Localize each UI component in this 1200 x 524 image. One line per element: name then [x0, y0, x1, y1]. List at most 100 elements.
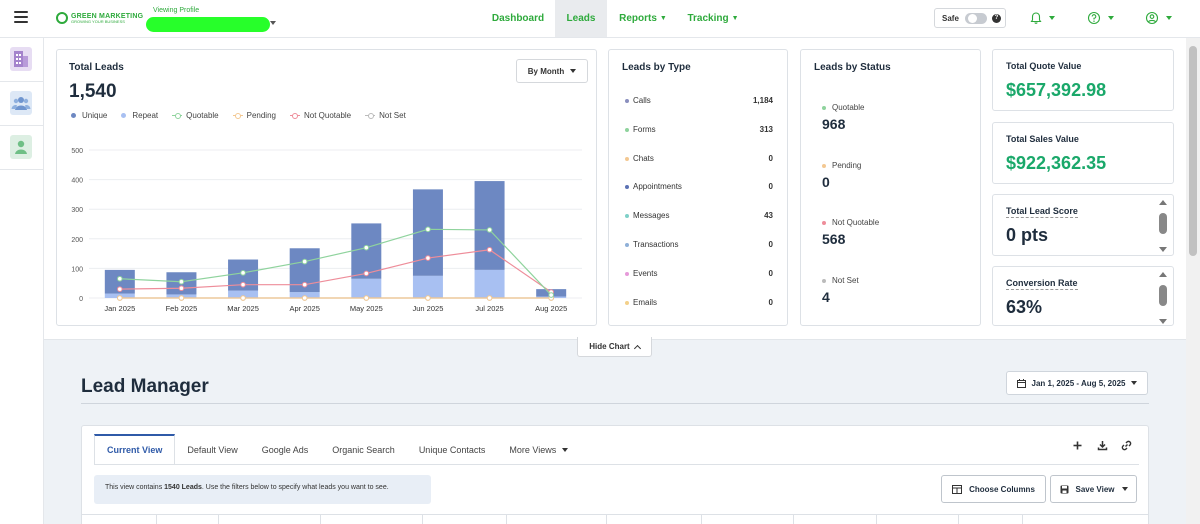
point-quotable [486, 227, 493, 233]
period-dropdown[interactable]: By Month [516, 59, 588, 83]
tab-google-ads[interactable]: Google Ads [261, 444, 309, 455]
page-scroll-thumb[interactable] [1189, 46, 1197, 256]
x-tick-label: Mar 2025 [227, 304, 259, 313]
type-label: Messages [633, 211, 670, 221]
scroll-up-icon [1159, 200, 1167, 205]
safe-label: Safe [942, 14, 959, 23]
tab-current-view[interactable]: Current View [94, 434, 176, 465]
nav-reports[interactable]: Reports ▼ [619, 13, 667, 24]
point-quotable [117, 275, 123, 282]
chevron-down-icon: ▼ [659, 15, 667, 22]
tab-organic-search[interactable]: Organic Search [332, 444, 395, 455]
chevron-down-icon[interactable] [1108, 16, 1114, 20]
user-icon[interactable] [1145, 11, 1159, 25]
chevron-down-icon[interactable] [1049, 16, 1055, 20]
nav-dashboard[interactable]: Dashboard [491, 13, 545, 24]
hide-chart-button[interactable]: Hide Chart [577, 337, 652, 357]
chevron-down-icon[interactable] [1166, 16, 1172, 20]
sidebar-item-groups[interactable] [0, 82, 44, 126]
type-row-appointments: Appointments 0 [625, 182, 773, 194]
y-tick-label: 200 [71, 237, 83, 244]
hide-chart-label: Hide Chart [589, 342, 630, 351]
legend-unique[interactable]: Unique [71, 111, 107, 120]
status-value: 568 [822, 231, 846, 247]
page-scrollbar[interactable] [1186, 38, 1200, 524]
kpi-value: 63% [1006, 297, 1043, 317]
card-scrollbar[interactable] [1158, 198, 1168, 254]
type-row-forms: Forms 313 [625, 125, 773, 137]
type-value: 43 [764, 211, 773, 221]
choose-columns-button[interactable]: Choose Columns [941, 475, 1046, 503]
nav-tracking[interactable]: Tracking ▼ [687, 13, 739, 24]
scroll-up-icon [1159, 272, 1167, 277]
chevron-down-icon[interactable] [270, 21, 276, 25]
bell-icon[interactable] [1029, 11, 1043, 25]
point-pending [301, 295, 308, 301]
type-row-transactions: Transactions 0 [625, 240, 773, 252]
type-swatch [625, 99, 629, 103]
card-scrollbar[interactable] [1158, 270, 1168, 326]
period-dropdown-label: By Month [527, 66, 565, 76]
page-title: Lead Manager [81, 376, 209, 397]
kpi-title: Total Sales Value [1006, 134, 1079, 144]
download-icon[interactable] [1097, 440, 1108, 451]
legend-quotable[interactable]: Quotable [172, 111, 219, 120]
type-swatch [625, 300, 629, 305]
total-leads-title: Total Leads [69, 62, 124, 73]
chevron-up-icon [633, 344, 641, 352]
chart-legend: Unique Repeat Quotable Pending Not Quota… [71, 111, 420, 120]
type-value: 0 [768, 182, 773, 192]
view-info-message: This view contains 1540 Leads. Use the f… [94, 475, 431, 504]
kpi-title[interactable]: Total Lead Score [1006, 206, 1078, 218]
type-label: Calls [633, 96, 651, 105]
help-icon[interactable]: ? [992, 14, 1001, 23]
scroll-thumb [1159, 213, 1167, 234]
legend-not-quotable[interactable]: Not Quotable [289, 111, 351, 120]
safe-mode-toggle[interactable]: Safe ? [934, 8, 1006, 28]
status-swatch [822, 106, 826, 110]
kpi-title: Total Quote Value [1006, 61, 1082, 71]
bar-repeat [228, 290, 259, 298]
legend-pending[interactable]: Pending [232, 111, 276, 120]
tab-default-view[interactable]: Default View [187, 444, 238, 455]
menu-icon[interactable] [14, 11, 28, 25]
tab-unique-contacts[interactable]: Unique Contacts [418, 444, 486, 455]
legend-repeat[interactable]: Repeat [121, 111, 158, 120]
type-value: 0 [768, 153, 773, 163]
legend-not-set[interactable]: Not Set [365, 111, 406, 120]
type-label: Forms [633, 124, 656, 134]
top-bar: GREEN MARKETING GROWING YOUR BUSINESS Vi… [0, 0, 1200, 38]
view-tabs: Current View Default View Google Ads Org… [94, 434, 580, 465]
type-swatch [625, 156, 629, 161]
link-icon[interactable] [1121, 440, 1132, 451]
date-range-picker[interactable]: Jan 1, 2025 - Aug 5, 2025 [1006, 371, 1148, 395]
line-not-quotable [119, 249, 552, 293]
add-icon[interactable] [1072, 440, 1083, 451]
point-pending [117, 295, 123, 301]
chevron-down-icon [570, 69, 577, 73]
leads-chart: 0 100 200 300 400 500 Jan 2025 Feb 2025 Mar 2025… [71, 148, 582, 313]
point-not-quotable [425, 255, 431, 261]
leads-by-type-title: Leads by Type [622, 62, 691, 73]
profile-selector[interactable] [146, 17, 270, 32]
point-quotable [363, 244, 370, 251]
chevron-down-icon [562, 447, 569, 452]
question-icon[interactable] [1087, 11, 1101, 25]
bar-unique [474, 181, 505, 270]
nav-leads[interactable]: Leads [555, 0, 607, 37]
point-not-quotable [363, 270, 370, 277]
save-icon [1060, 485, 1068, 493]
tab-more-views[interactable]: More Views [497, 434, 580, 465]
left-sidebar [0, 38, 44, 524]
sidebar-item-business[interactable] [0, 38, 44, 82]
type-value: 0 [768, 297, 773, 307]
save-view-button[interactable]: Save View [1050, 475, 1137, 503]
kpi-value: $922,362.35 [1006, 153, 1107, 173]
logo[interactable]: GREEN MARKETING GROWING YOUR BUSINESS [56, 12, 143, 24]
toggle-knob[interactable] [968, 14, 977, 23]
type-row-calls: Calls 1,184 [625, 96, 773, 108]
sidebar-item-contacts[interactable] [0, 126, 44, 170]
kpi-title[interactable]: Conversion Rate [1006, 278, 1078, 290]
legend-swatch [289, 112, 300, 119]
date-range-label: Jan 1, 2025 - Aug 5, 2025 [1031, 378, 1126, 388]
